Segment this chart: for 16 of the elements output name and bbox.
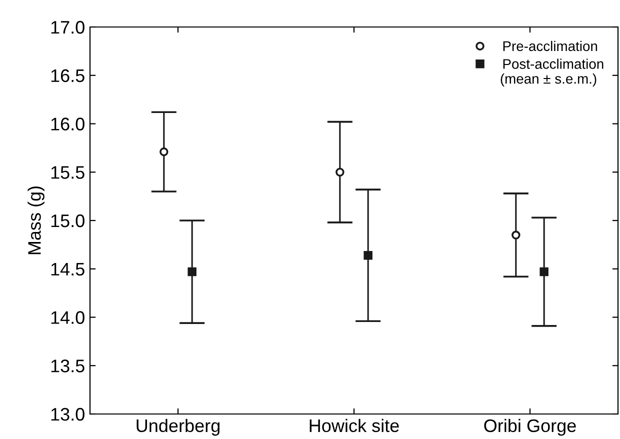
y-tick-label: 17.0 <box>51 20 84 34</box>
y-tick-label: 16.5 <box>51 69 84 82</box>
x-tick-label: Underberg <box>136 418 220 436</box>
y-tick-label: 13.0 <box>51 408 84 421</box>
y-tick-label: 14.0 <box>51 311 84 324</box>
annotation: (mean ± s.e.m.) <box>500 74 596 86</box>
x-tick-label: Howick site <box>310 418 399 432</box>
y-axis-title: Mass (g) <box>28 186 44 254</box>
y-tick-label: 16.0 <box>51 118 84 130</box>
x-tick-label: Oribi Gorge <box>484 418 576 436</box>
legend-label: Post-acclimation <box>503 58 604 69</box>
y-tick-label: 13.5 <box>51 360 84 372</box>
legend-label: Pre-acclimation <box>503 40 598 52</box>
y-tick-label: 14.5 <box>51 262 84 276</box>
y-tick-label: 15.5 <box>51 166 84 179</box>
y-tick-label: 15.0 <box>51 214 84 228</box>
